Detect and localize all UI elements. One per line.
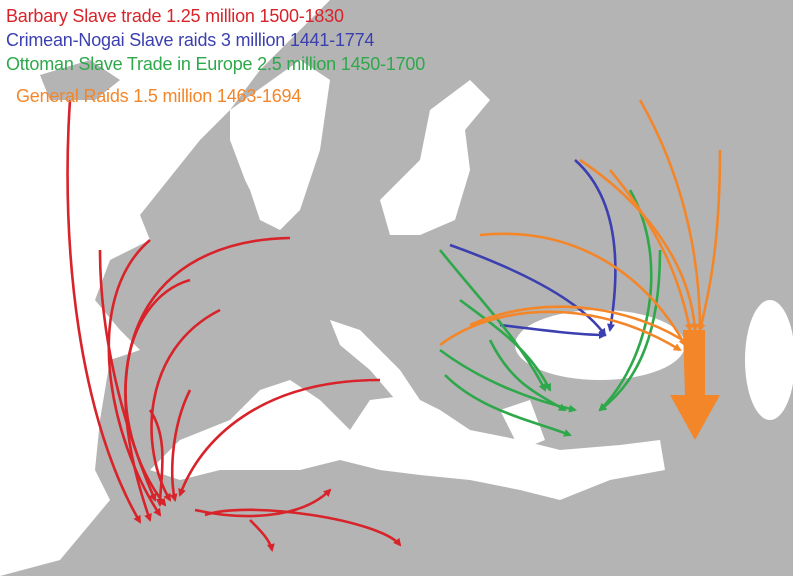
green-route-arrow bbox=[598, 189, 653, 412]
legend-crimean-nogai: Crimean-Nogai Slave raids 3 million 1441… bbox=[6, 30, 375, 50]
red-route-arrow bbox=[249, 519, 275, 552]
green-route-arrow bbox=[598, 249, 662, 412]
iceland-land bbox=[40, 60, 120, 100]
red-route-arrow bbox=[169, 389, 192, 502]
legend-barbary: Barbary Slave trade 1.25 million 1500-18… bbox=[6, 6, 344, 26]
migration-arrows bbox=[66, 99, 722, 552]
large-orange-arrow bbox=[670, 330, 720, 440]
green-route-arrow bbox=[438, 249, 547, 392]
atlantic-ocean bbox=[0, 0, 330, 576]
orange-route-arrow bbox=[479, 232, 687, 347]
legend-ottoman: Ottoman Slave Trade in Europe 2.5 millio… bbox=[6, 54, 426, 74]
north-sea bbox=[230, 60, 330, 230]
red-route-arrow bbox=[178, 378, 381, 497]
green-route-arrow bbox=[488, 339, 567, 412]
green-route-arrow bbox=[459, 298, 552, 392]
green-route-arrow bbox=[444, 374, 572, 437]
blue-route-arrow bbox=[574, 159, 617, 332]
blue-route-arrow bbox=[449, 243, 607, 337]
orange-route-arrow bbox=[697, 149, 722, 332]
red-route-arrow bbox=[204, 508, 402, 547]
orange-route-arrow bbox=[609, 169, 693, 332]
adriatic-sea bbox=[330, 320, 420, 405]
aegean-sea bbox=[500, 400, 545, 450]
red-route-arrow bbox=[66, 99, 142, 524]
orange-route-arrow bbox=[638, 99, 704, 332]
black-sea bbox=[515, 310, 685, 380]
baltic-sea bbox=[380, 80, 490, 235]
red-route-arrow bbox=[107, 239, 162, 517]
red-route-arrow bbox=[98, 249, 157, 502]
orange-route-arrow bbox=[579, 158, 699, 332]
caspian-sea bbox=[745, 300, 793, 420]
red-route-arrow bbox=[148, 409, 165, 507]
legend: Barbary Slave trade 1.25 million 1500-18… bbox=[6, 4, 425, 108]
blue-route-arrow bbox=[499, 323, 607, 339]
orange-route-arrow bbox=[469, 305, 692, 347]
mediterranean-sea bbox=[150, 380, 665, 500]
orange-route-arrow bbox=[439, 310, 682, 352]
british-isles bbox=[150, 140, 260, 245]
legend-general-raids: General Raids 1.5 million 1463-1694 bbox=[16, 86, 302, 106]
red-route-arrow bbox=[150, 308, 221, 502]
red-route-arrow bbox=[124, 236, 291, 522]
